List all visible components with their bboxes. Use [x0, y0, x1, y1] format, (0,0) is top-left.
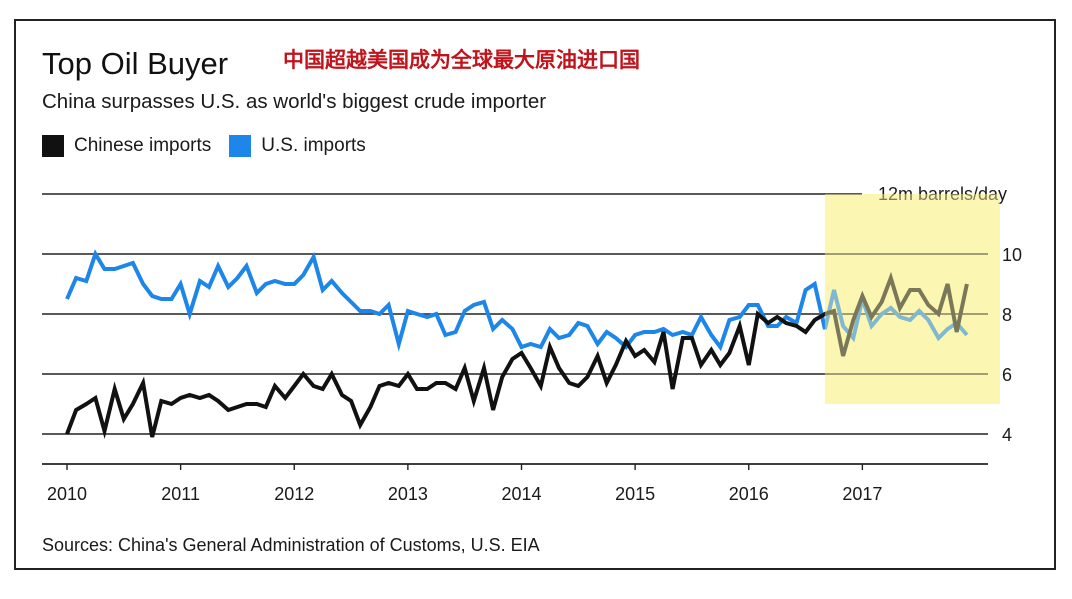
y-tick-label: 10: [1002, 245, 1022, 265]
legend-item-chinese: Chinese imports: [42, 135, 211, 157]
legend-label-us: U.S. imports: [261, 135, 366, 156]
chart-title-chinese: 中国超越美国成为全球最大原油进口国: [283, 47, 640, 72]
legend: Chinese imports U.S. imports: [42, 135, 384, 157]
x-tick-label: 2016: [729, 484, 769, 504]
y-tick-label: 6: [1002, 365, 1012, 385]
highlight-region: [824, 194, 1000, 404]
legend-item-us: U.S. imports: [229, 135, 366, 157]
y-tick-label: 8: [1002, 305, 1012, 325]
x-tick-label: 2010: [47, 484, 87, 504]
chart-source: Sources: China's General Administration …: [42, 535, 540, 555]
unit-label: 12m barrels/day: [878, 184, 1007, 204]
x-tick-label: 2014: [501, 484, 541, 504]
x-tick-label: 2011: [161, 484, 200, 504]
chart-title: Top Oil Buyer: [42, 46, 229, 81]
legend-label-chinese: Chinese imports: [74, 135, 212, 156]
series-line-us-imports: [65, 249, 969, 352]
x-tick-label: 2015: [615, 484, 655, 504]
y-tick-label: 4: [1002, 425, 1012, 445]
chart-subtitle: China surpasses U.S. as world's biggest …: [42, 90, 547, 113]
legend-swatch-chinese: [42, 135, 64, 157]
x-tick-label: 2013: [388, 484, 428, 504]
highlight-overlay: [824, 194, 1000, 404]
legend-swatch-us: [229, 135, 252, 157]
x-tick-label: 2017: [842, 484, 882, 504]
x-tick-label: 2012: [274, 484, 314, 504]
series-line-chinese-imports: [65, 271, 969, 439]
